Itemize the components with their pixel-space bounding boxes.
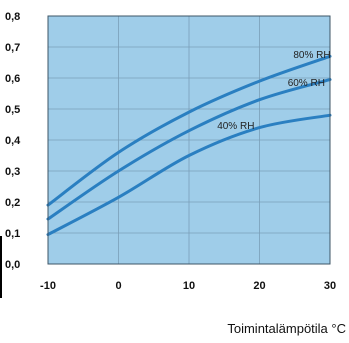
y-tick-label: 0,4 [5, 135, 21, 147]
y-axis-ticks: 0,0 0,1 0,2 0,3 0,4 0,5 0,6 0,7 0,8 [5, 11, 21, 271]
edge-mark [0, 236, 2, 298]
y-tick-label: 0,8 [5, 11, 20, 23]
y-tick-label: 0,3 [5, 166, 20, 178]
plot-frame [47, 15, 331, 265]
x-axis-ticks: -10 0 10 20 30 [40, 280, 336, 292]
x-axis-label: Toimintalämpötila °C [227, 321, 346, 336]
y-tick-label: 0,6 [5, 73, 20, 85]
series-line-80-rh [46, 54, 332, 207]
series-line-60-rh [46, 78, 332, 221]
x-tick-label: -10 [40, 280, 56, 292]
series-line-40-rh [46, 113, 332, 237]
y-tick-label: 0,5 [5, 104, 20, 116]
series-lines [46, 54, 332, 237]
series-annotation: 40% RH [217, 121, 254, 132]
series-annotation: 80% RH [293, 50, 330, 61]
y-tick-label: 0,2 [5, 197, 20, 209]
x-tick-label: 30 [324, 280, 336, 292]
y-tick-label: 0,0 [5, 259, 20, 271]
y-tick-label: 0,7 [5, 42, 20, 54]
x-tick-label: 0 [115, 280, 121, 292]
y-tick-label: 0,1 [5, 228, 20, 240]
series-annotation: 60% RH [288, 78, 325, 89]
x-tick-label: 10 [183, 280, 195, 292]
series-annotations: 80% RH 60% RH 40% RH [217, 50, 330, 132]
x-tick-label: 20 [253, 280, 265, 292]
